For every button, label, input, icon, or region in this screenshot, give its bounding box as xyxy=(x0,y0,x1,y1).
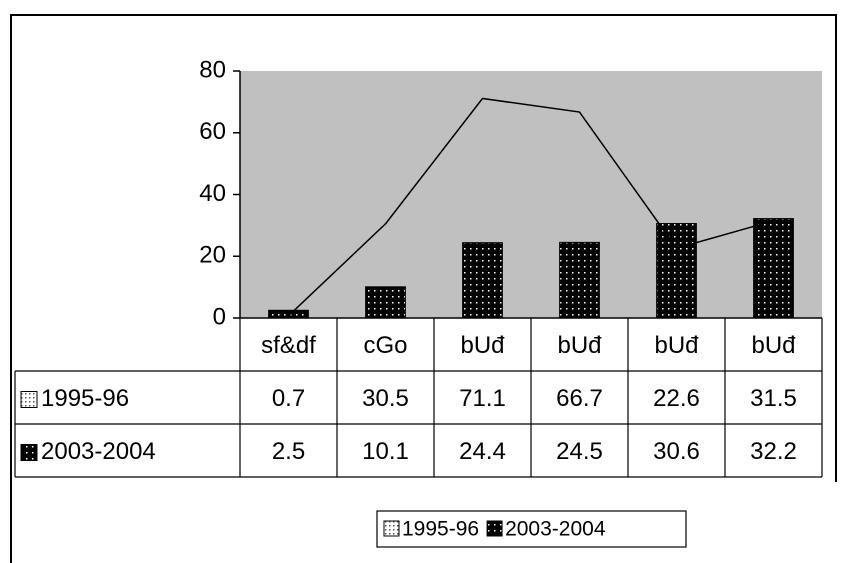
x-tick-label: bUđ xyxy=(557,332,602,359)
table-value: 71.1 xyxy=(459,385,506,412)
bar xyxy=(462,242,503,319)
legend-key xyxy=(486,520,503,537)
legend-label: 2003-2004 xyxy=(505,518,606,541)
bar xyxy=(268,309,309,319)
frame xyxy=(10,14,837,563)
bar xyxy=(559,241,600,319)
y-tick-label: 80 xyxy=(199,56,226,83)
table-value: 24.4 xyxy=(459,438,506,465)
table-series-name: 1995-96 xyxy=(41,385,129,412)
table-value: 66.7 xyxy=(556,385,603,412)
legend-key xyxy=(20,391,38,408)
y-tick-label: 20 xyxy=(199,242,226,269)
legend-box xyxy=(376,510,687,548)
y-tick-label: 0 xyxy=(213,303,226,330)
x-tick-label: bUđ xyxy=(460,332,505,359)
table-value: 10.1 xyxy=(362,438,409,465)
x-tick-label: bUđ xyxy=(751,332,796,359)
y-tick-label: 40 xyxy=(199,180,226,207)
table-value: 31.5 xyxy=(750,385,797,412)
table-value: 30.6 xyxy=(653,438,700,465)
line-series xyxy=(287,97,774,317)
bar xyxy=(753,218,794,319)
table-value: 2.5 xyxy=(272,438,305,465)
y-tick-label: 60 xyxy=(199,118,226,145)
table-value: 32.2 xyxy=(750,438,797,465)
bar xyxy=(365,286,406,319)
x-tick-label: sf&df xyxy=(261,332,316,359)
legend-key xyxy=(20,444,38,461)
legend-key xyxy=(383,520,400,537)
bar xyxy=(656,223,697,319)
table-value: 30.5 xyxy=(362,385,409,412)
plot-area xyxy=(240,71,822,318)
table-value: 22.6 xyxy=(653,385,700,412)
x-tick-label: cGo xyxy=(363,332,407,359)
x-tick-label: bUđ xyxy=(654,332,699,359)
table-series-name: 2003-2004 xyxy=(41,438,156,465)
legend-label: 1995-96 xyxy=(402,518,479,541)
table-value: 24.5 xyxy=(556,438,603,465)
table-value: 0.7 xyxy=(272,385,305,412)
